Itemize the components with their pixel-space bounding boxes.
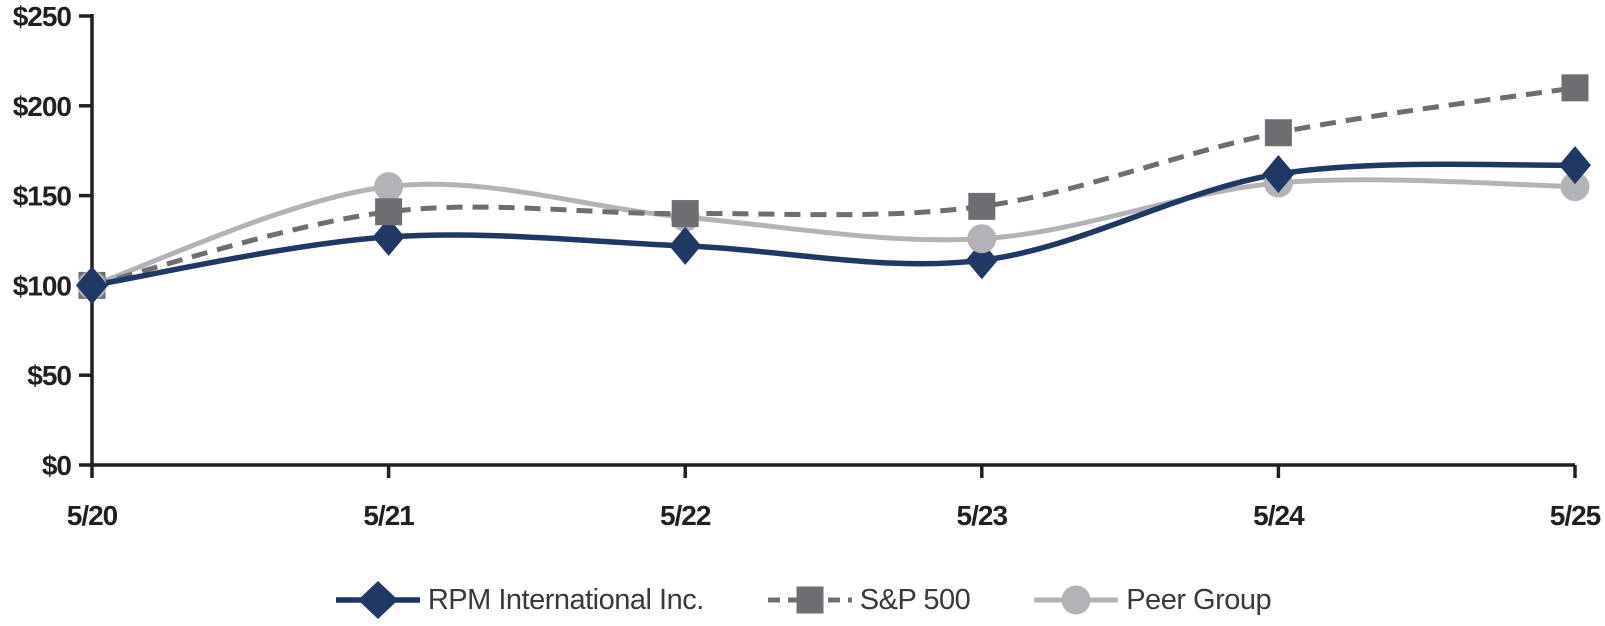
y-tick-label: $150 [13, 181, 72, 212]
x-tick-label: 5/20 [67, 500, 118, 531]
legend-label-peer-group: Peer Group [1126, 583, 1272, 616]
marker-s-p-500-5-24 [1264, 119, 1292, 147]
marker-peer-group-5-25 [1560, 172, 1590, 202]
x-tick-label: 5/25 [1550, 500, 1601, 531]
marker-s-p-500-5-22 [671, 200, 699, 228]
legend-marker-rpm-diamond-icon [335, 581, 420, 619]
legend-item-rpm-international: RPM International Inc. [334, 578, 704, 622]
circle-line-sample [1061, 585, 1091, 615]
chart-legend: RPM International Inc. S&P 500 Peer Grou… [0, 578, 1605, 622]
series-line-rpm-international-inc [91, 161, 1576, 289]
x-tick-label: 5/22 [660, 500, 711, 531]
series-line-s-p-500 [91, 85, 1576, 288]
marker-rpm-international-inc-5-23 [965, 241, 998, 280]
diamond-line-sample [357, 581, 398, 619]
legend-label-sp500: S&P 500 [859, 583, 971, 616]
marker-rpm-international-inc-5-22 [669, 226, 702, 265]
x-tick-label: 5/24 [1253, 500, 1305, 531]
marker-s-p-500-5-23 [968, 192, 996, 220]
y-tick-label: $200 [13, 91, 72, 122]
marker-peer-group-5-23 [967, 224, 997, 254]
y-tick-label: $50 [27, 360, 71, 391]
chart-plot-area: $250 $200 $150 $100 $50 $0 5/20 5/21 5/22 5/23 5/2… [13, 1, 1602, 531]
series-line-peer-group [91, 177, 1576, 288]
marker-rpm-international-inc-5-20 [76, 266, 108, 305]
y-tick-label: $0 [42, 450, 72, 481]
legend-marker-sp500-square-icon [767, 586, 852, 614]
legend-item-peer-group: Peer Group [1032, 578, 1272, 622]
marker-s-p-500-5-25 [1561, 74, 1589, 102]
marker-rpm-international-inc-5-25 [1559, 146, 1591, 185]
marker-rpm-international-inc-5-21 [372, 217, 405, 256]
legend-marker-peer-group-circle-icon [1034, 585, 1119, 615]
y-tick-label: $100 [13, 270, 72, 301]
marker-s-p-500-5-21 [375, 198, 403, 226]
x-tick-label: 5/21 [363, 500, 414, 531]
marker-rpm-international-inc-5-24 [1262, 155, 1295, 194]
y-tick-label: $250 [13, 1, 72, 32]
legend-label-rpm-international: RPM International Inc. [427, 583, 704, 616]
x-tick-label: 5/23 [957, 500, 1008, 531]
square-line-sample [796, 586, 824, 614]
legend-item-sp500: S&P 500 [766, 578, 971, 622]
marker-peer-group-5-21 [374, 172, 404, 202]
